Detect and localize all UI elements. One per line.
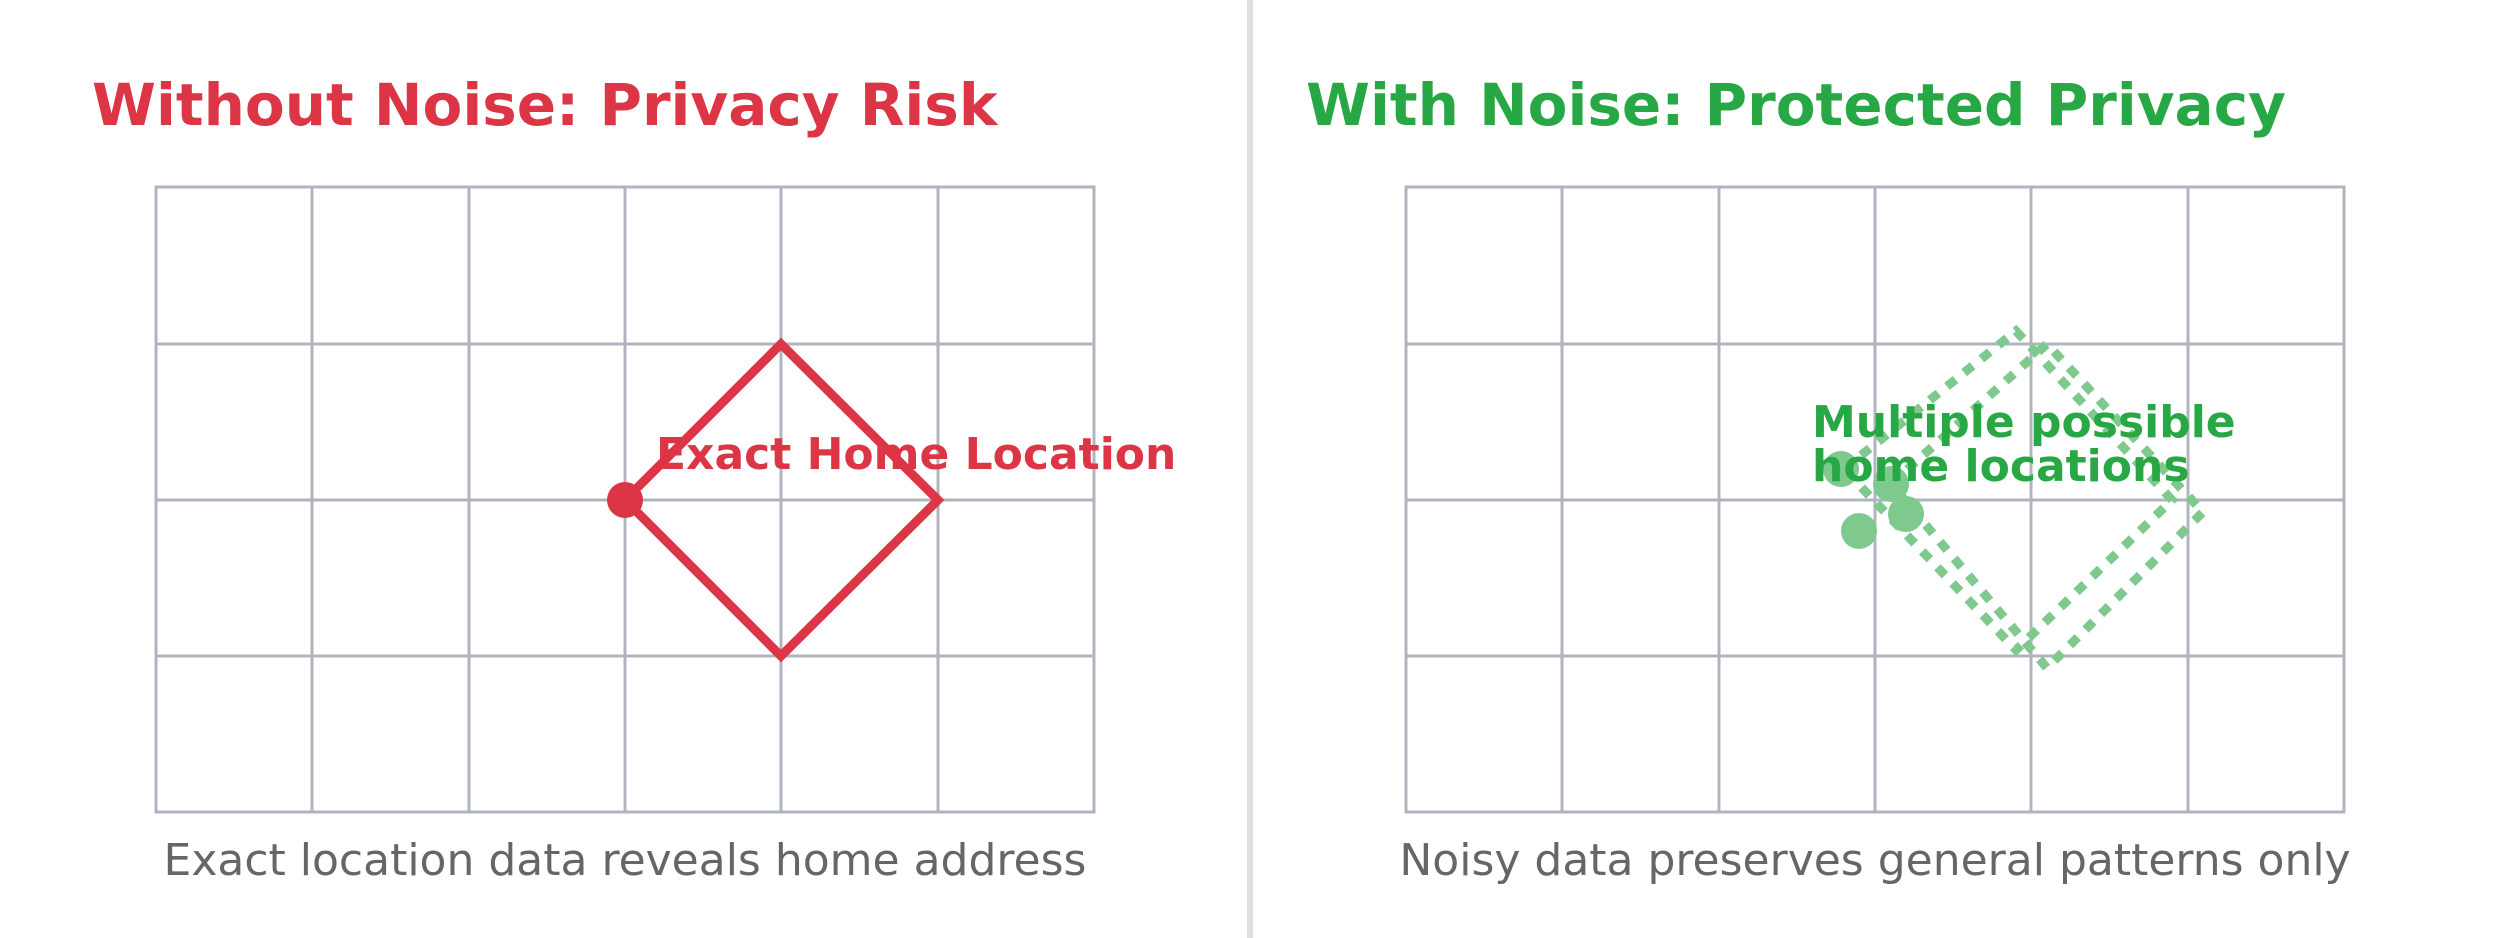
noisy-home-label-line1: Multiple possible [1812, 397, 2236, 448]
noisy-home-outline [1837, 324, 2179, 657]
noisy-home-label: Multiple possible home locations [1812, 397, 2251, 492]
right-grid [1404, 185, 2346, 814]
right-panel: With Noise: Protected Privacy Multiple p… [1306, 71, 2351, 886]
right-panel-caption: Noisy data preserves general patterns on… [1399, 835, 2350, 886]
left-panel-caption: Exact location data reveals home address [164, 835, 1087, 886]
left-panel: Without Noise: Privacy Risk Exact Home L… [92, 71, 1176, 886]
left-panel-title: Without Noise: Privacy Risk [92, 71, 999, 139]
exact-home-outline [618, 337, 945, 663]
noisy-home-marker [1823, 451, 1859, 487]
noisy-home-marker [1841, 513, 1877, 549]
right-panel-title: With Noise: Protected Privacy [1306, 71, 2286, 139]
noisy-home-outlines [1837, 324, 2210, 675]
noisy-home-label-line2: home locations [1812, 441, 2190, 492]
noisy-home-markers [1823, 451, 1924, 549]
exact-home-marker [607, 482, 643, 518]
exact-home-label: Exact Home Location [656, 429, 1176, 480]
noisy-home-outline [1884, 337, 2210, 675]
noisy-home-marker [1888, 496, 1924, 532]
noisy-home-marker [1873, 466, 1909, 502]
